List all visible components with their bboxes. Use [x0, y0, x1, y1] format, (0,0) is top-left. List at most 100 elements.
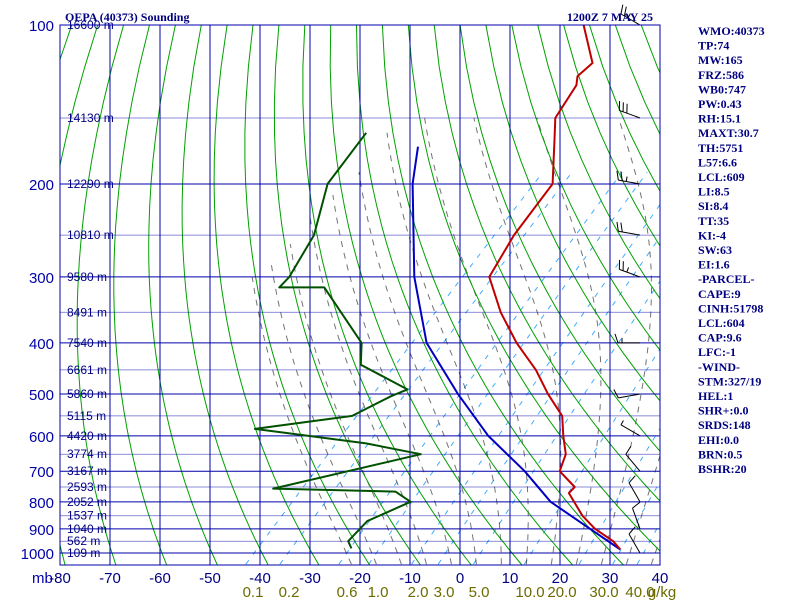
- wind-barb: [616, 170, 641, 185]
- index-item: WMO:40373: [698, 24, 765, 38]
- barb-half: [626, 267, 630, 273]
- index-item: EHI:0.0: [698, 433, 739, 447]
- mixing-ratio-label: 5.0: [469, 584, 490, 600]
- profiles: [253, 25, 622, 551]
- index-item: LCL:609: [698, 170, 745, 184]
- index-item: TP:74: [698, 39, 729, 53]
- wind-barb: [628, 475, 641, 503]
- barb-flag: [632, 501, 641, 509]
- barb-flag: [613, 389, 619, 399]
- barb-shaft: [625, 454, 641, 472]
- mixing-ratio-label: 3.0: [434, 584, 455, 600]
- mixing-ratio-label: 0.6: [337, 584, 358, 600]
- dry-adiabat: [459, 25, 660, 452]
- index-item: SW:63: [698, 243, 732, 257]
- index-item: L57:6.6: [698, 155, 737, 169]
- barb-half: [625, 176, 628, 182]
- mixing-ratio-label: 0.1: [243, 584, 264, 600]
- station-title: OEPA (40373) Sounding: [65, 10, 189, 24]
- barb-flag: [614, 333, 619, 344]
- barb-flag: [620, 171, 623, 181]
- index-item: WB0:747: [698, 82, 746, 96]
- index-item: KI:-4: [698, 228, 726, 242]
- dry-adiabat: [511, 25, 660, 351]
- height-label: 12290 m: [67, 177, 114, 191]
- barb-shaft: [620, 424, 641, 437]
- temperature-trace: [488, 25, 622, 551]
- temperature-tick-label: -10: [399, 570, 421, 587]
- dry-adiabat: [329, 25, 523, 565]
- barb-flag: [616, 221, 619, 232]
- wind-barb: [618, 259, 641, 278]
- barb-half: [620, 420, 624, 426]
- barb-shaft: [628, 533, 641, 554]
- barb-flag: [620, 222, 623, 233]
- height-label: 2593 m: [67, 480, 107, 494]
- temperature-tick-label: 0: [456, 570, 464, 587]
- moist-adiabat: [289, 244, 402, 565]
- barb-flag: [623, 6, 627, 17]
- wind-barbs: [613, 4, 641, 554]
- temperature-tick-label: -80: [49, 570, 71, 587]
- height-label: 4420 m: [67, 429, 107, 443]
- plot-frame: [59, 24, 661, 566]
- mixing-ratio-label: 30.0: [589, 584, 618, 600]
- index-item: TH:5751: [698, 141, 743, 155]
- height-label: 8491 m: [67, 305, 107, 319]
- mixing-ratio-line: [411, 203, 660, 565]
- index-item: CAPE:9: [698, 287, 741, 301]
- index-item: FRZ:586: [698, 68, 744, 82]
- height-label: 7540 m: [67, 336, 107, 350]
- temperature-tick-label: 20: [552, 570, 569, 587]
- mixing-ratio-line: [636, 522, 660, 565]
- pressure-tick-label: 700: [29, 464, 54, 481]
- barb-shaft: [632, 507, 641, 530]
- index-item: SRDS:148: [698, 418, 751, 432]
- height-label: 14130 m: [67, 111, 114, 125]
- index-item: CAP:9.6: [698, 331, 742, 345]
- pressure-tick-label: 800: [29, 495, 54, 512]
- index-item: HEL:1: [698, 389, 733, 403]
- moist-adiabat: [358, 172, 477, 565]
- dry-adiabat: [244, 25, 371, 565]
- pressure-tick-label: 600: [29, 429, 54, 446]
- mixing-ratio-line: [279, 171, 573, 565]
- pressure-tick-label: 900: [29, 522, 54, 539]
- height-label: 5115 m: [67, 409, 106, 423]
- moist-adiabat: [386, 132, 502, 565]
- pressure-tick-label: 400: [29, 336, 54, 353]
- height-label: 562 m: [67, 534, 100, 548]
- height-label: 1537 m: [67, 509, 107, 523]
- mixing-ratio-line: [368, 171, 648, 565]
- index-item: MAXT:30.7: [698, 126, 759, 140]
- index-item: LI:8.5: [698, 185, 730, 199]
- mixing-ratio-line: [473, 280, 660, 565]
- dry-adiabat: [355, 25, 574, 565]
- pressure-tick-label: 1000: [21, 546, 54, 563]
- height-label: 3167 m: [67, 464, 107, 478]
- index-item: CINH:51798: [698, 301, 763, 315]
- height-label: 9580 m: [67, 270, 107, 284]
- index-item: EI:1.6: [698, 258, 730, 272]
- height-label: 3774 m: [67, 447, 107, 461]
- parcel-trace: [411, 146, 621, 551]
- pressure-tick-label: 200: [29, 177, 54, 194]
- barb-flag: [620, 4, 624, 15]
- dry-adiabat: [563, 25, 660, 247]
- dry-adiabat: [485, 25, 660, 402]
- temperature-tick-label: -70: [99, 570, 121, 587]
- barb-flag: [625, 446, 632, 455]
- mixing-ratio-label: 0.2: [279, 584, 300, 600]
- pressure-tick-label: 500: [29, 387, 54, 404]
- barb-shaft: [618, 393, 641, 399]
- height-label: 5860 m: [67, 387, 107, 401]
- barb-flag: [628, 526, 636, 535]
- wind-barb: [620, 4, 641, 26]
- wind-barb: [618, 100, 641, 119]
- wind-barb: [614, 333, 640, 344]
- dry-adiabats: [60, 25, 660, 565]
